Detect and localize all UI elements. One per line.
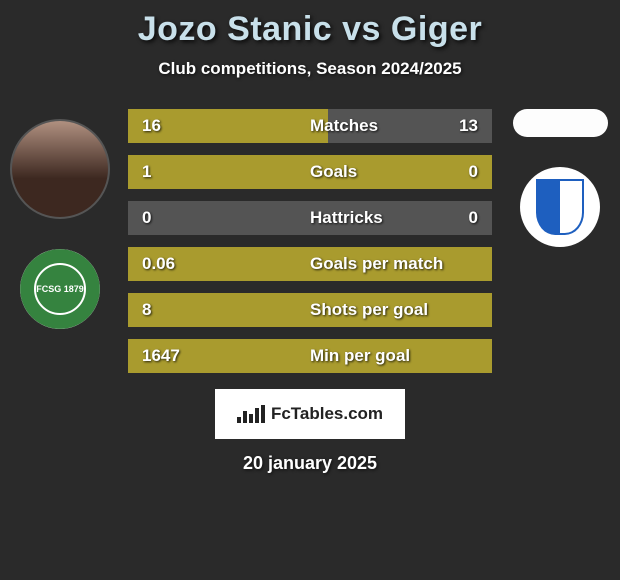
club-right-shield (536, 179, 584, 235)
player2-club-badge (520, 167, 600, 247)
player1-name: Jozo Stanic (138, 10, 332, 48)
stat-label: Min per goal (310, 346, 410, 366)
stat-row: 16 Matches 13 (128, 109, 492, 143)
stat-value-left: 0.06 (142, 254, 175, 274)
brand-text: FcTables.com (271, 404, 383, 424)
club-left-label: FCSG 1879 (34, 263, 86, 315)
stat-value-right: 0 (469, 162, 478, 182)
subtitle: Club competitions, Season 2024/2025 (158, 59, 461, 79)
player1-avatar (10, 119, 110, 219)
stat-value-left: 16 (142, 116, 161, 136)
player2-name: Giger (391, 10, 482, 48)
title: Jozo Stanic vs Giger (138, 10, 482, 49)
stat-label: Goals per match (310, 254, 443, 274)
stat-row: 1647 Min per goal (128, 339, 492, 373)
stat-label: Hattricks (310, 208, 383, 228)
stat-value-right: 13 (459, 116, 478, 136)
root: Jozo Stanic vs Giger Club competitions, … (0, 0, 620, 580)
stat-label: Matches (310, 116, 378, 136)
player1-club-badge: FCSG 1879 (20, 249, 100, 329)
vs-text: vs (342, 10, 381, 48)
stat-row: 8 Shots per goal (128, 293, 492, 327)
side-right (500, 109, 620, 247)
stat-row: 0.06 Goals per match (128, 247, 492, 281)
stat-value-left: 8 (142, 300, 151, 320)
stat-value-left: 1647 (142, 346, 180, 366)
stats: 16 Matches 13 1 Goals 0 0 Hattricks 0 0.06 Goals p… (120, 109, 500, 373)
stat-row: 1 Goals 0 (128, 155, 492, 189)
stat-label: Goals (310, 162, 357, 182)
brand-bars-icon (237, 405, 265, 423)
side-left: FCSG 1879 (0, 109, 120, 329)
main: FCSG 1879 16Matches131Goals00Hattricks00… (0, 109, 620, 373)
stat-value-left: 1 (142, 162, 151, 182)
player2-avatar (513, 109, 608, 137)
stat-value-left: 0 (142, 208, 151, 228)
stat-label: Shots per goal (310, 300, 428, 320)
footer-date: 20 january 2025 (243, 453, 377, 474)
stat-row: 0 Hattricks 0 (128, 201, 492, 235)
stat-value-right: 0 (469, 208, 478, 228)
brand-badge: FcTables.com (215, 389, 405, 439)
